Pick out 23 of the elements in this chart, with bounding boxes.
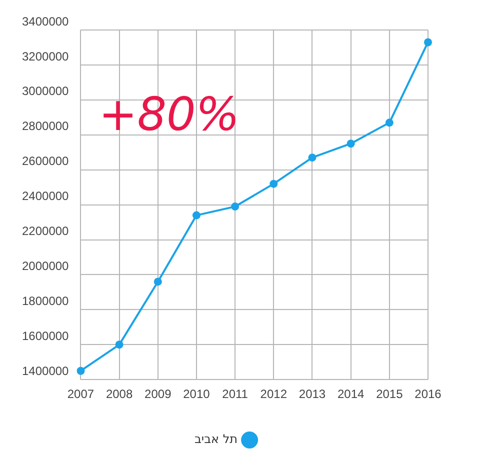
- y-tick-label: 2400000: [22, 189, 70, 204]
- x-tick-label: 2007: [67, 387, 94, 402]
- y-tick-label: 1400000: [22, 364, 70, 378]
- y-tick-label: 3400000: [22, 14, 70, 28]
- legend-label: תל אביב: [194, 432, 238, 446]
- x-tick-label: 2016: [414, 387, 442, 402]
- y-tick-label: 2600000: [22, 154, 70, 168]
- x-tick-label: 2015: [376, 387, 404, 402]
- x-tick-label: 2013: [298, 387, 326, 402]
- x-tick-label: 2012: [260, 387, 288, 402]
- y-tick-label: 1800000: [22, 294, 70, 308]
- y-tick-label: 2200000: [22, 224, 70, 238]
- y-tick-label: 3000000: [22, 84, 70, 98]
- x-tick-label: 2011: [222, 387, 248, 402]
- x-tick-label: 2008: [106, 387, 133, 402]
- y-tick-label: 3200000: [22, 49, 70, 64]
- y-tick-label: 2000000: [22, 259, 70, 274]
- y-tick-label: 1600000: [22, 328, 70, 343]
- annotation: +80%: [98, 86, 240, 141]
- x-tick-label: 2010: [183, 387, 210, 402]
- x-tick-label: 2009: [144, 387, 172, 402]
- y-tick-label: 2800000: [22, 119, 70, 134]
- x-tick-label: 2014: [337, 387, 364, 402]
